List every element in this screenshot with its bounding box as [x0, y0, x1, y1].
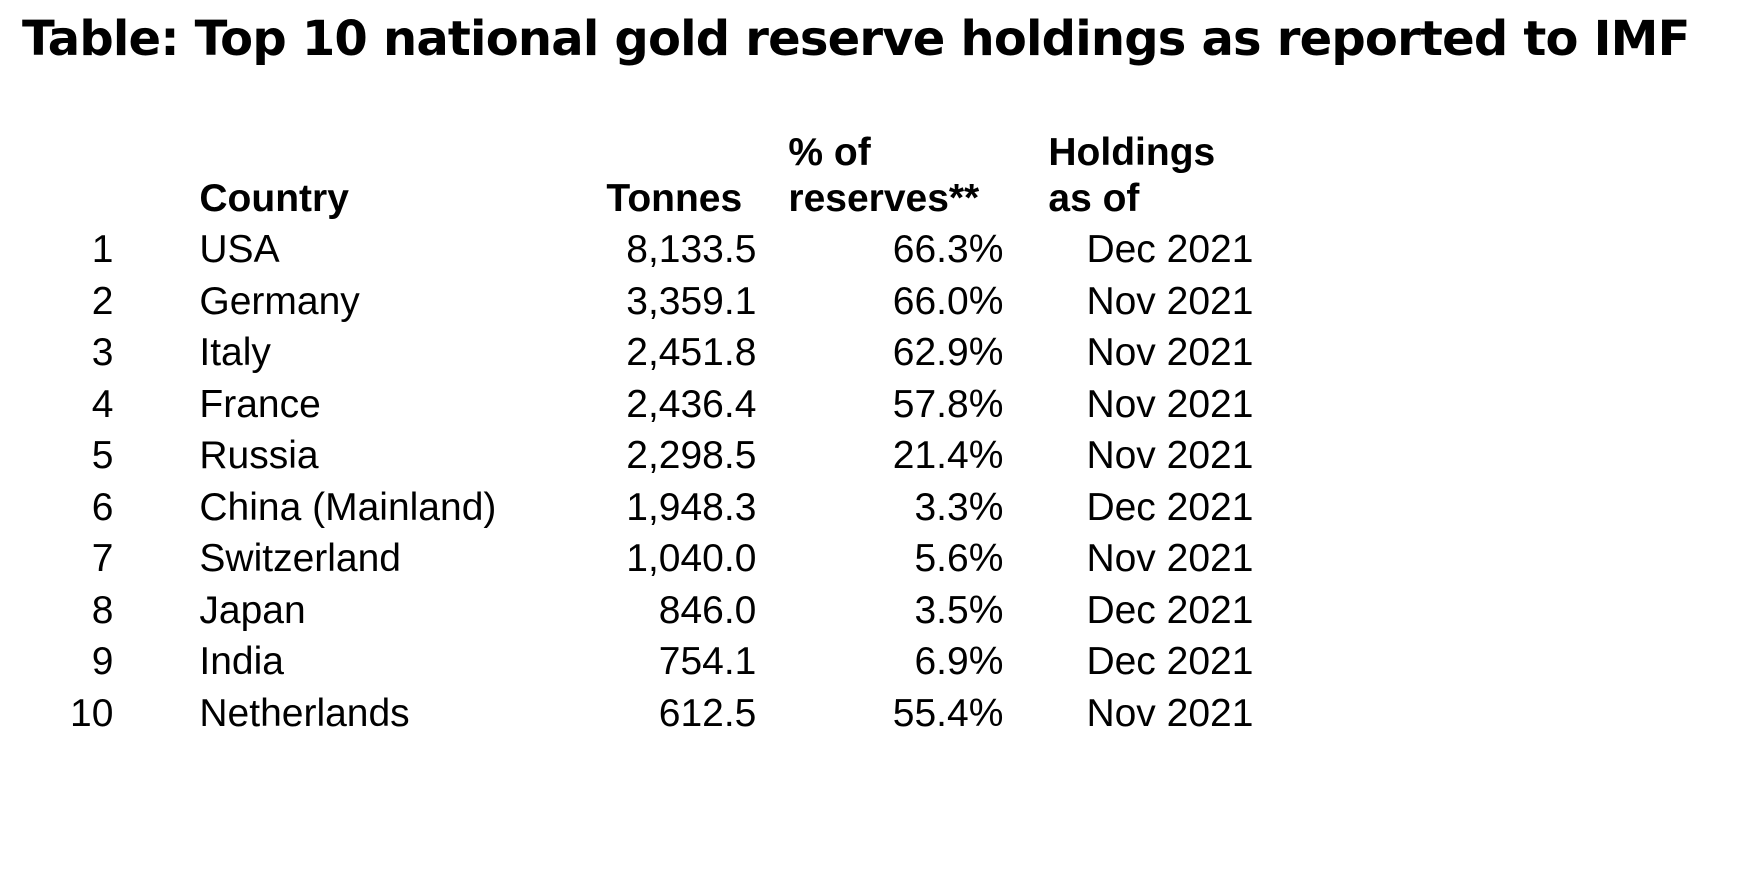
cell-percent-of-reserves: 57.8%	[892, 382, 1004, 426]
header-rank	[70, 130, 156, 224]
table-body: 1 USA 8,133.5 66.3% Dec 2021 2 Germany 3,359.1 6…	[70, 224, 1253, 739]
cell-rank: 9	[91, 640, 114, 683]
cell-tonnes: 2,436.4	[626, 382, 757, 426]
cell-country: Japan	[199, 588, 306, 632]
cell-rank: 3	[91, 331, 114, 374]
cell-tonnes: 2,451.8	[626, 331, 757, 374]
cell-country: Russia	[199, 434, 319, 477]
cell-holdings-as-of: Nov 2021	[1086, 434, 1254, 477]
cell-holdings-as-of: Nov 2021	[1086, 279, 1254, 323]
cell-rank: 5	[91, 434, 114, 477]
cell-holdings-as-of: Dec 2021	[1086, 640, 1254, 683]
header-percent-of-reserves: % of reserves**	[756, 130, 1003, 224]
cell-tonnes: 2,298.5	[626, 434, 757, 477]
cell-holdings-as-of: Nov 2021	[1086, 331, 1254, 374]
cell-percent-of-reserves: 62.9%	[892, 331, 1004, 374]
cell-tonnes: 754.1	[658, 640, 757, 683]
gold-reserves-table: Country Tonnes % of reserves** Holdings …	[70, 130, 1253, 739]
cell-country: USA	[199, 228, 280, 271]
cell-rank: 4	[91, 382, 114, 426]
header-percent-line2: reserves**	[788, 177, 980, 220]
table-row: 9 India 754.1 6.9% Dec 2021	[70, 636, 1254, 688]
header-asof-line2: as of	[1048, 177, 1140, 220]
cell-country: India	[199, 640, 284, 683]
header-row: Country Tonnes % of reserves** Holdings …	[70, 130, 1253, 224]
cell-holdings-as-of: Nov 2021	[1086, 382, 1254, 426]
cell-percent-of-reserves: 66.0%	[892, 279, 1004, 323]
table-row: 7 Switzerland 1,040.0 5.6% Nov 2021	[70, 533, 1254, 585]
table-row: 8 Japan 846.0 3.5% Dec 2021	[70, 585, 1254, 637]
page-title: Table: Top 10 national gold reserve hold…	[22, 11, 1690, 67]
cell-percent-of-reserves: 55.4%	[892, 691, 1004, 735]
cell-holdings-as-of: Dec 2021	[1086, 228, 1254, 271]
cell-rank: 8	[91, 588, 114, 632]
cell-country: Germany	[199, 279, 360, 323]
table-row: 3 Italy 2,451.8 62.9% Nov 2021	[70, 327, 1254, 379]
cell-tonnes: 3,359.1	[626, 279, 757, 323]
cell-country: Netherlands	[199, 691, 410, 735]
cell-holdings-as-of: Dec 2021	[1086, 485, 1254, 529]
cell-country: France	[199, 382, 321, 426]
cell-rank: 2	[91, 279, 114, 323]
cell-percent-of-reserves: 5.6%	[914, 537, 1004, 580]
header-country: Country	[199, 177, 349, 220]
cell-rank: 10	[70, 691, 114, 735]
cell-tonnes: 1,040.0	[626, 537, 757, 580]
header-percent-line1: % of	[788, 131, 871, 174]
table-row: 1 USA 8,133.5 66.3% Dec 2021	[70, 224, 1254, 276]
cell-percent-of-reserves: 3.5%	[914, 588, 1004, 632]
cell-holdings-as-of: Nov 2021	[1086, 691, 1254, 735]
cell-rank: 6	[91, 485, 114, 529]
cell-country: China (Mainland)	[199, 485, 497, 529]
cell-rank: 7	[91, 537, 114, 580]
cell-country: Italy	[199, 331, 271, 374]
header-tonnes: Tonnes	[606, 177, 743, 220]
cell-tonnes: 1,948.3	[626, 485, 757, 529]
header-asof-line1: Holdings	[1048, 131, 1216, 174]
cell-country: Switzerland	[199, 537, 401, 580]
table-header: Country Tonnes % of reserves** Holdings …	[70, 130, 1253, 224]
cell-holdings-as-of: Nov 2021	[1086, 537, 1254, 580]
table-row: 2 Germany 3,359.1 66.0% Nov 2021	[70, 276, 1254, 328]
table-row: 10 Netherlands 612.5 55.4% Nov 2021	[70, 688, 1253, 740]
cell-rank: 1	[91, 228, 114, 271]
cell-percent-of-reserves: 6.9%	[914, 640, 1004, 683]
cell-tonnes: 8,133.5	[626, 228, 757, 271]
cell-tonnes: 846.0	[658, 588, 757, 632]
header-holdings-as-of: Holdings as of	[1003, 130, 1253, 224]
table-row: 6 China (Mainland) 1,948.3 3.3% Dec 2021	[70, 482, 1254, 534]
cell-percent-of-reserves: 66.3%	[892, 228, 1004, 271]
table-row: 5 Russia 2,298.5 21.4% Nov 2021	[70, 430, 1254, 482]
cell-percent-of-reserves: 3.3%	[914, 485, 1004, 529]
cell-percent-of-reserves: 21.4%	[892, 434, 1004, 477]
cell-holdings-as-of: Dec 2021	[1086, 588, 1254, 632]
table-row: 4 France 2,436.4 57.8% Nov 2021	[70, 379, 1254, 431]
cell-tonnes: 612.5	[658, 691, 757, 735]
